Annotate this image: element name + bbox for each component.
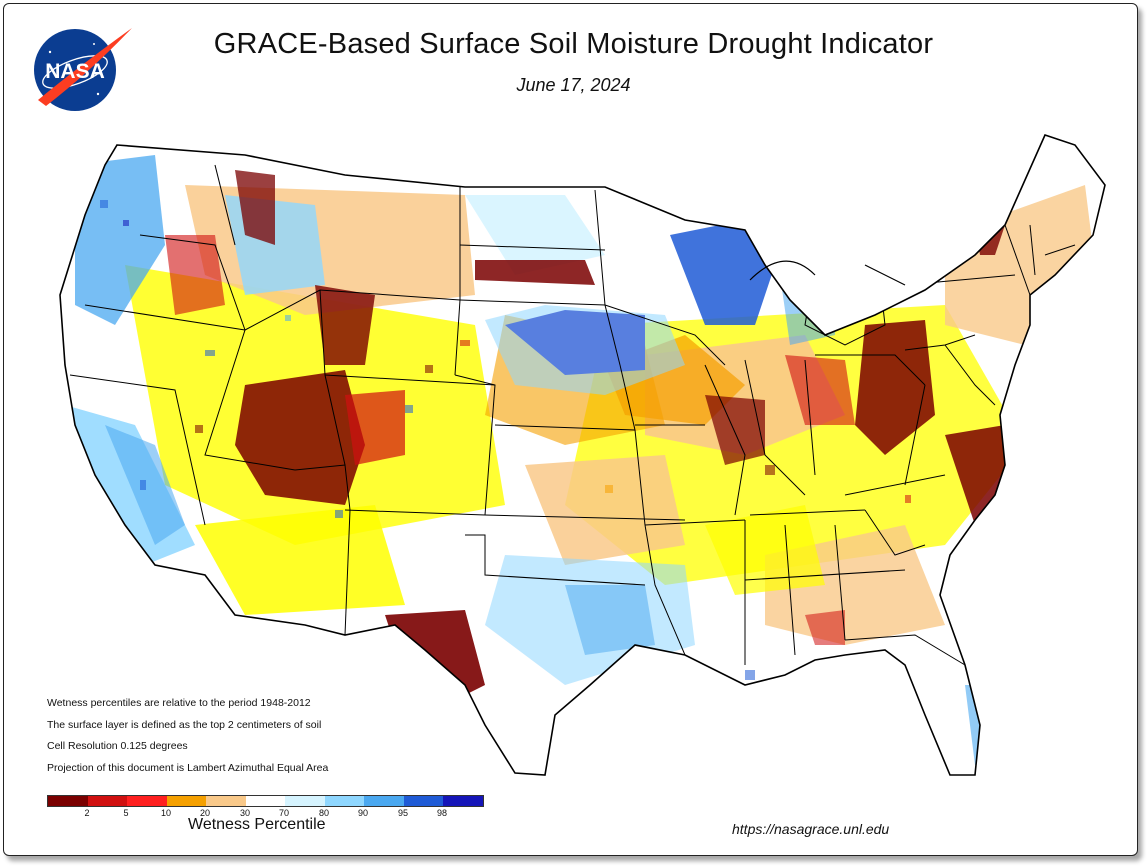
legend-swatch: [324, 796, 364, 806]
legend-tick: 30: [239, 808, 251, 818]
legend-color-bar: [47, 795, 484, 807]
nasa-logo: NASA: [34, 28, 132, 111]
legend-title: Wetness Percentile: [188, 816, 326, 833]
source-url[interactable]: https://nasagrace.unl.edu: [732, 821, 890, 837]
note-surface-layer: The surface layer is defined as the top …: [47, 718, 322, 731]
legend-swatch: [245, 796, 285, 806]
legend-tick: 98: [436, 808, 448, 818]
legend-tick: 5: [123, 808, 129, 818]
legend-tick: 80: [318, 808, 330, 818]
legend-swatch: [87, 796, 127, 806]
legend-swatch: [364, 796, 404, 806]
map-notes: Wetness percentiles are relative to the …: [47, 693, 328, 779]
legend-swatch: [403, 796, 443, 806]
legend-swatch: [443, 796, 483, 806]
legend-swatch: [166, 796, 206, 806]
us-soil-moisture-map: [59, 134, 1106, 776]
wetness-legend: 2 5 10 20 30 70 80 90 95 98 Wetness Perc…: [47, 795, 487, 840]
note-baseline-period: Wetness percentiles are relative to the …: [47, 697, 311, 709]
legend-tick: 90: [357, 808, 369, 818]
legend-tick: 20: [199, 808, 211, 818]
map-date: June 17, 2024: [516, 75, 631, 95]
legend-swatch: [285, 796, 325, 806]
note-projection: Projection of this document is Lambert A…: [47, 761, 329, 774]
map-title: GRACE-Based Surface Soil Moisture Drough…: [213, 28, 934, 60]
legend-swatch: [206, 796, 246, 806]
legend-tick: 2: [84, 808, 90, 818]
nasa-logo-text: NASA: [45, 60, 105, 83]
legend-tick: 10: [160, 808, 172, 818]
legend-swatch: [127, 796, 167, 806]
note-cell-resolution: Cell Resolution 0.125 degrees: [47, 740, 188, 752]
legend-tick: 70: [278, 808, 290, 818]
legend-tick: 95: [397, 808, 409, 818]
legend-swatch: [48, 796, 88, 806]
